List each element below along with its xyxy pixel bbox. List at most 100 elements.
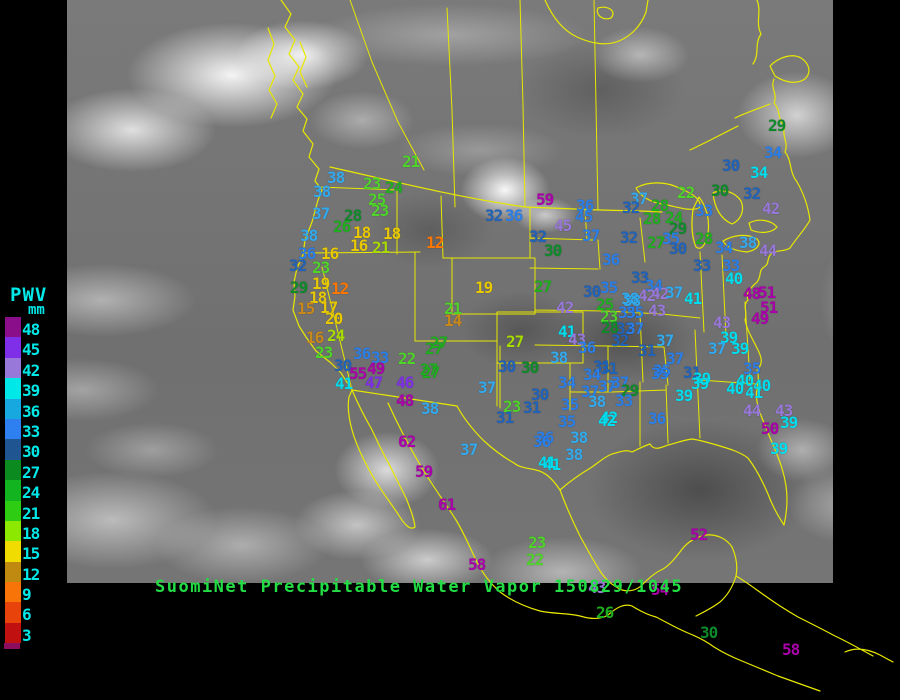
- station-value: 24: [327, 326, 345, 345]
- station-value: 40: [725, 269, 743, 288]
- station-value: 48: [396, 391, 414, 410]
- station-value: 30: [334, 356, 352, 375]
- station-value: 38: [621, 289, 639, 308]
- station-value: 36: [353, 344, 371, 363]
- station-value: 52: [690, 525, 708, 544]
- legend-swatch: [4, 602, 21, 623]
- station-value: 39: [693, 369, 711, 388]
- station-value: 31: [496, 408, 514, 427]
- legend-row: 36: [2, 398, 66, 421]
- station-value: 37: [598, 377, 616, 396]
- legend-unit: mm: [28, 302, 45, 318]
- station-value: 31: [600, 359, 618, 378]
- station-value: 18: [309, 288, 327, 307]
- station-value: 19: [312, 274, 330, 293]
- legend-title: PWV: [10, 284, 48, 306]
- border-mexico: [351, 389, 561, 491]
- station-value: 50: [761, 419, 779, 438]
- station-value: 12: [331, 279, 349, 298]
- station-value: 34: [750, 163, 768, 182]
- legend-swatch: [4, 480, 21, 501]
- station-value: 23: [600, 307, 618, 326]
- station-value: 21: [444, 299, 462, 318]
- station-value: 18: [383, 224, 401, 243]
- station-value: 38: [588, 392, 606, 411]
- station-value: 47: [365, 373, 383, 392]
- station-value: 32: [289, 256, 307, 275]
- legend-swatch: [4, 622, 21, 644]
- product-caption: SuomiNet Precipitable Water Vapor 150829…: [155, 577, 684, 597]
- station-value: 30: [669, 239, 687, 258]
- station-value: 23: [315, 343, 333, 362]
- station-value: 16: [350, 236, 368, 255]
- station-value: 42: [651, 284, 669, 303]
- legend-row: 24: [2, 480, 66, 502]
- station-value: 23: [503, 397, 521, 416]
- legend-label: 36: [22, 401, 40, 421]
- station-value: 30: [711, 181, 729, 200]
- station-value: 38: [300, 226, 318, 245]
- station-value: 32: [743, 184, 761, 203]
- station-value: 37: [460, 440, 478, 459]
- legend-label: 18: [22, 523, 40, 543]
- station-value: 42: [638, 286, 656, 305]
- station-value: 49: [367, 359, 385, 378]
- station-value: 12: [426, 233, 444, 252]
- station-value: 28: [344, 206, 362, 225]
- station-value: 35: [662, 229, 680, 248]
- station-value: 37: [665, 283, 683, 302]
- station-value: 42: [556, 298, 574, 317]
- station-value: 54: [651, 580, 669, 599]
- legend-row: 18: [2, 520, 66, 543]
- station-value: 15: [297, 299, 315, 318]
- coast-bc: [280, 0, 323, 191]
- station-value: 37: [581, 382, 599, 401]
- station-value: 41: [558, 322, 576, 341]
- station-value: 55: [349, 364, 367, 383]
- station-value: 49: [751, 309, 769, 328]
- station-value: 35: [561, 395, 579, 414]
- legend-swatch: [4, 378, 21, 399]
- station-value: 22: [677, 183, 695, 202]
- station-value: 36: [536, 428, 554, 447]
- station-value: 30: [722, 156, 740, 175]
- station-value: 33: [695, 201, 713, 220]
- legend-row: 3: [2, 622, 66, 645]
- station-value: 28: [601, 318, 619, 337]
- legend-swatch: [4, 418, 21, 440]
- station-value: 37: [656, 331, 674, 350]
- station-value: 33: [631, 268, 649, 287]
- station-value: 43: [588, 578, 606, 597]
- station-value: 45: [575, 207, 593, 226]
- station-value: 35: [626, 303, 644, 322]
- station-value: 39: [720, 328, 738, 347]
- station-value: 25: [368, 190, 386, 209]
- station-value: 39: [780, 413, 798, 432]
- legend-swatch: [4, 439, 21, 460]
- legend-row: 45: [2, 337, 66, 359]
- station-value: 41: [335, 374, 353, 393]
- station-value: 31: [523, 398, 541, 417]
- station-value: 37: [626, 319, 644, 338]
- legend-swatch: [4, 398, 21, 419]
- station-value: 32: [611, 331, 629, 350]
- station-value: 16: [321, 244, 339, 263]
- legend-swatch: [4, 561, 21, 583]
- station-value: 23: [363, 174, 381, 193]
- pwv-legend: PWV mm 48 45 42 39 36 33 30 27 24 21 18 15 12 9 6 3: [2, 284, 66, 650]
- station-value: 36: [648, 409, 666, 428]
- station-value: 30: [544, 241, 562, 260]
- station-value: 30: [583, 282, 601, 301]
- legend-label: 30: [22, 442, 40, 462]
- legend-row: 12: [2, 561, 66, 584]
- station-value: 33: [615, 391, 633, 410]
- station-value: 32: [485, 206, 503, 225]
- legend-label: 42: [22, 360, 40, 380]
- station-value: 37: [666, 349, 684, 368]
- station-value: 28: [651, 196, 669, 215]
- station-value: 40: [726, 379, 744, 398]
- station-value: 39: [675, 386, 693, 405]
- station-value: 48: [743, 284, 761, 303]
